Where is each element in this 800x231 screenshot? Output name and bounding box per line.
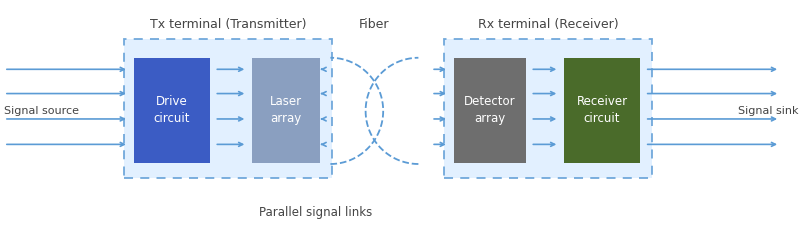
Text: Detector
array: Detector array: [464, 95, 515, 125]
Text: Tx terminal (Transmitter): Tx terminal (Transmitter): [150, 18, 306, 31]
Text: Signal sink: Signal sink: [738, 106, 798, 116]
Text: Laser
array: Laser array: [270, 95, 302, 125]
Text: Fiber: Fiber: [359, 18, 390, 31]
Bar: [124, 39, 332, 178]
Bar: [454, 58, 526, 163]
Bar: [134, 58, 210, 163]
Text: Parallel signal links: Parallel signal links: [259, 206, 373, 219]
Text: Drive
circuit: Drive circuit: [154, 95, 190, 125]
Bar: [252, 58, 320, 163]
Bar: [564, 58, 640, 163]
Bar: [444, 39, 652, 178]
Text: Rx terminal (Receiver): Rx terminal (Receiver): [478, 18, 618, 31]
Text: Receiver
circuit: Receiver circuit: [577, 95, 627, 125]
Text: Signal source: Signal source: [4, 106, 79, 116]
